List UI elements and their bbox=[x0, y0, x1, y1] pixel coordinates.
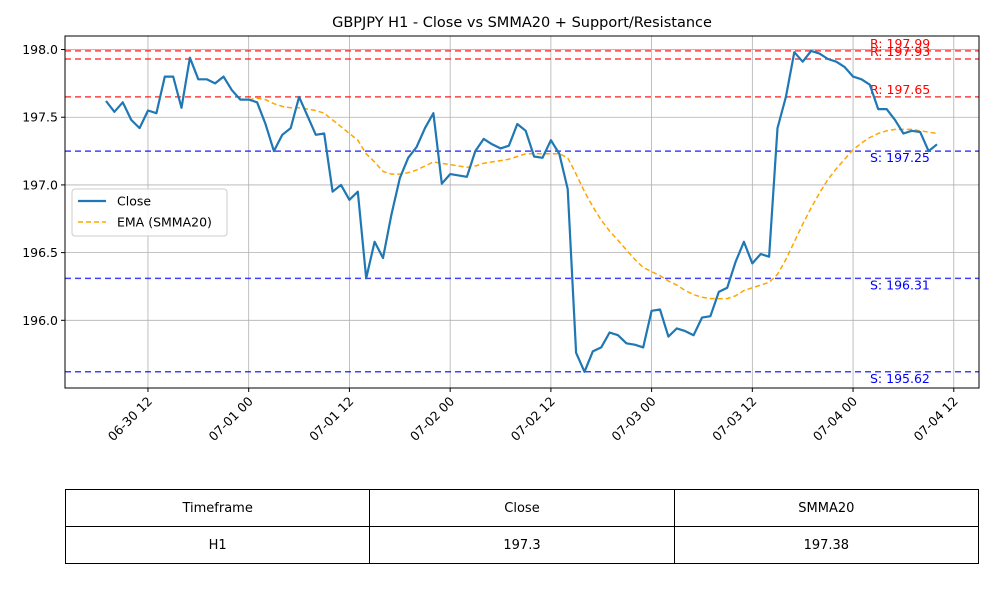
series-lines bbox=[105, 49, 938, 373]
y-tick-label: 197.5 bbox=[22, 110, 58, 125]
x-tick-label: 06-30 12 bbox=[105, 394, 155, 444]
table-header-cell: SMMA20 bbox=[673, 489, 980, 527]
y-tick-label: 198.0 bbox=[22, 42, 58, 57]
y-tick-label: 196.0 bbox=[22, 313, 58, 328]
table-header-row: Timeframe Close SMMA20 bbox=[64, 489, 980, 527]
chart-title: GBPJPY H1 - Close vs SMMA20 + Support/Re… bbox=[332, 15, 712, 31]
support-label: S: 197.25 bbox=[870, 150, 930, 165]
x-tick-label: 07-02 00 bbox=[407, 393, 457, 443]
x-tick-label: 07-04 00 bbox=[810, 393, 860, 443]
summary-table: Timeframe Close SMMA20 H1 197.3 197.38 bbox=[64, 489, 980, 564]
table-header-cell: Close bbox=[369, 489, 675, 527]
legend-box bbox=[71, 188, 228, 237]
legend-label-smma20: EMA (SMMA20) bbox=[117, 215, 212, 230]
table-header-cell: Timeframe bbox=[64, 489, 371, 527]
resistance-label: R: 197.65 bbox=[870, 82, 930, 97]
x-tick-label: 07-03 00 bbox=[608, 393, 658, 443]
table-row: H1 197.3 197.38 bbox=[64, 526, 980, 564]
support-label: S: 196.31 bbox=[870, 277, 930, 292]
legend-label-close: Close bbox=[117, 194, 151, 209]
smma20-line bbox=[248, 97, 938, 300]
table-cell-smma20: 197.38 bbox=[673, 526, 980, 564]
y-tick-label: 196.5 bbox=[22, 245, 58, 260]
x-tick-label: 07-02 12 bbox=[508, 394, 558, 444]
legend: Close EMA (SMMA20) bbox=[71, 188, 228, 237]
x-tick-label: 07-04 12 bbox=[911, 394, 961, 444]
plot-frame bbox=[64, 35, 980, 389]
x-tick-label: 07-03 12 bbox=[709, 394, 759, 444]
x-tick-label: 07-01 00 bbox=[205, 393, 255, 443]
support-label: S: 195.62 bbox=[870, 371, 930, 386]
resistance-label: R: 197.99 bbox=[870, 36, 930, 51]
table-cell-timeframe: H1 bbox=[64, 526, 371, 564]
close-line bbox=[105, 49, 938, 373]
y-tick-label: 197.0 bbox=[22, 177, 58, 192]
x-tick-label: 07-01 12 bbox=[306, 394, 356, 444]
table-cell-close: 197.3 bbox=[369, 526, 675, 564]
resistance-label: R: 197.93 bbox=[870, 44, 930, 59]
